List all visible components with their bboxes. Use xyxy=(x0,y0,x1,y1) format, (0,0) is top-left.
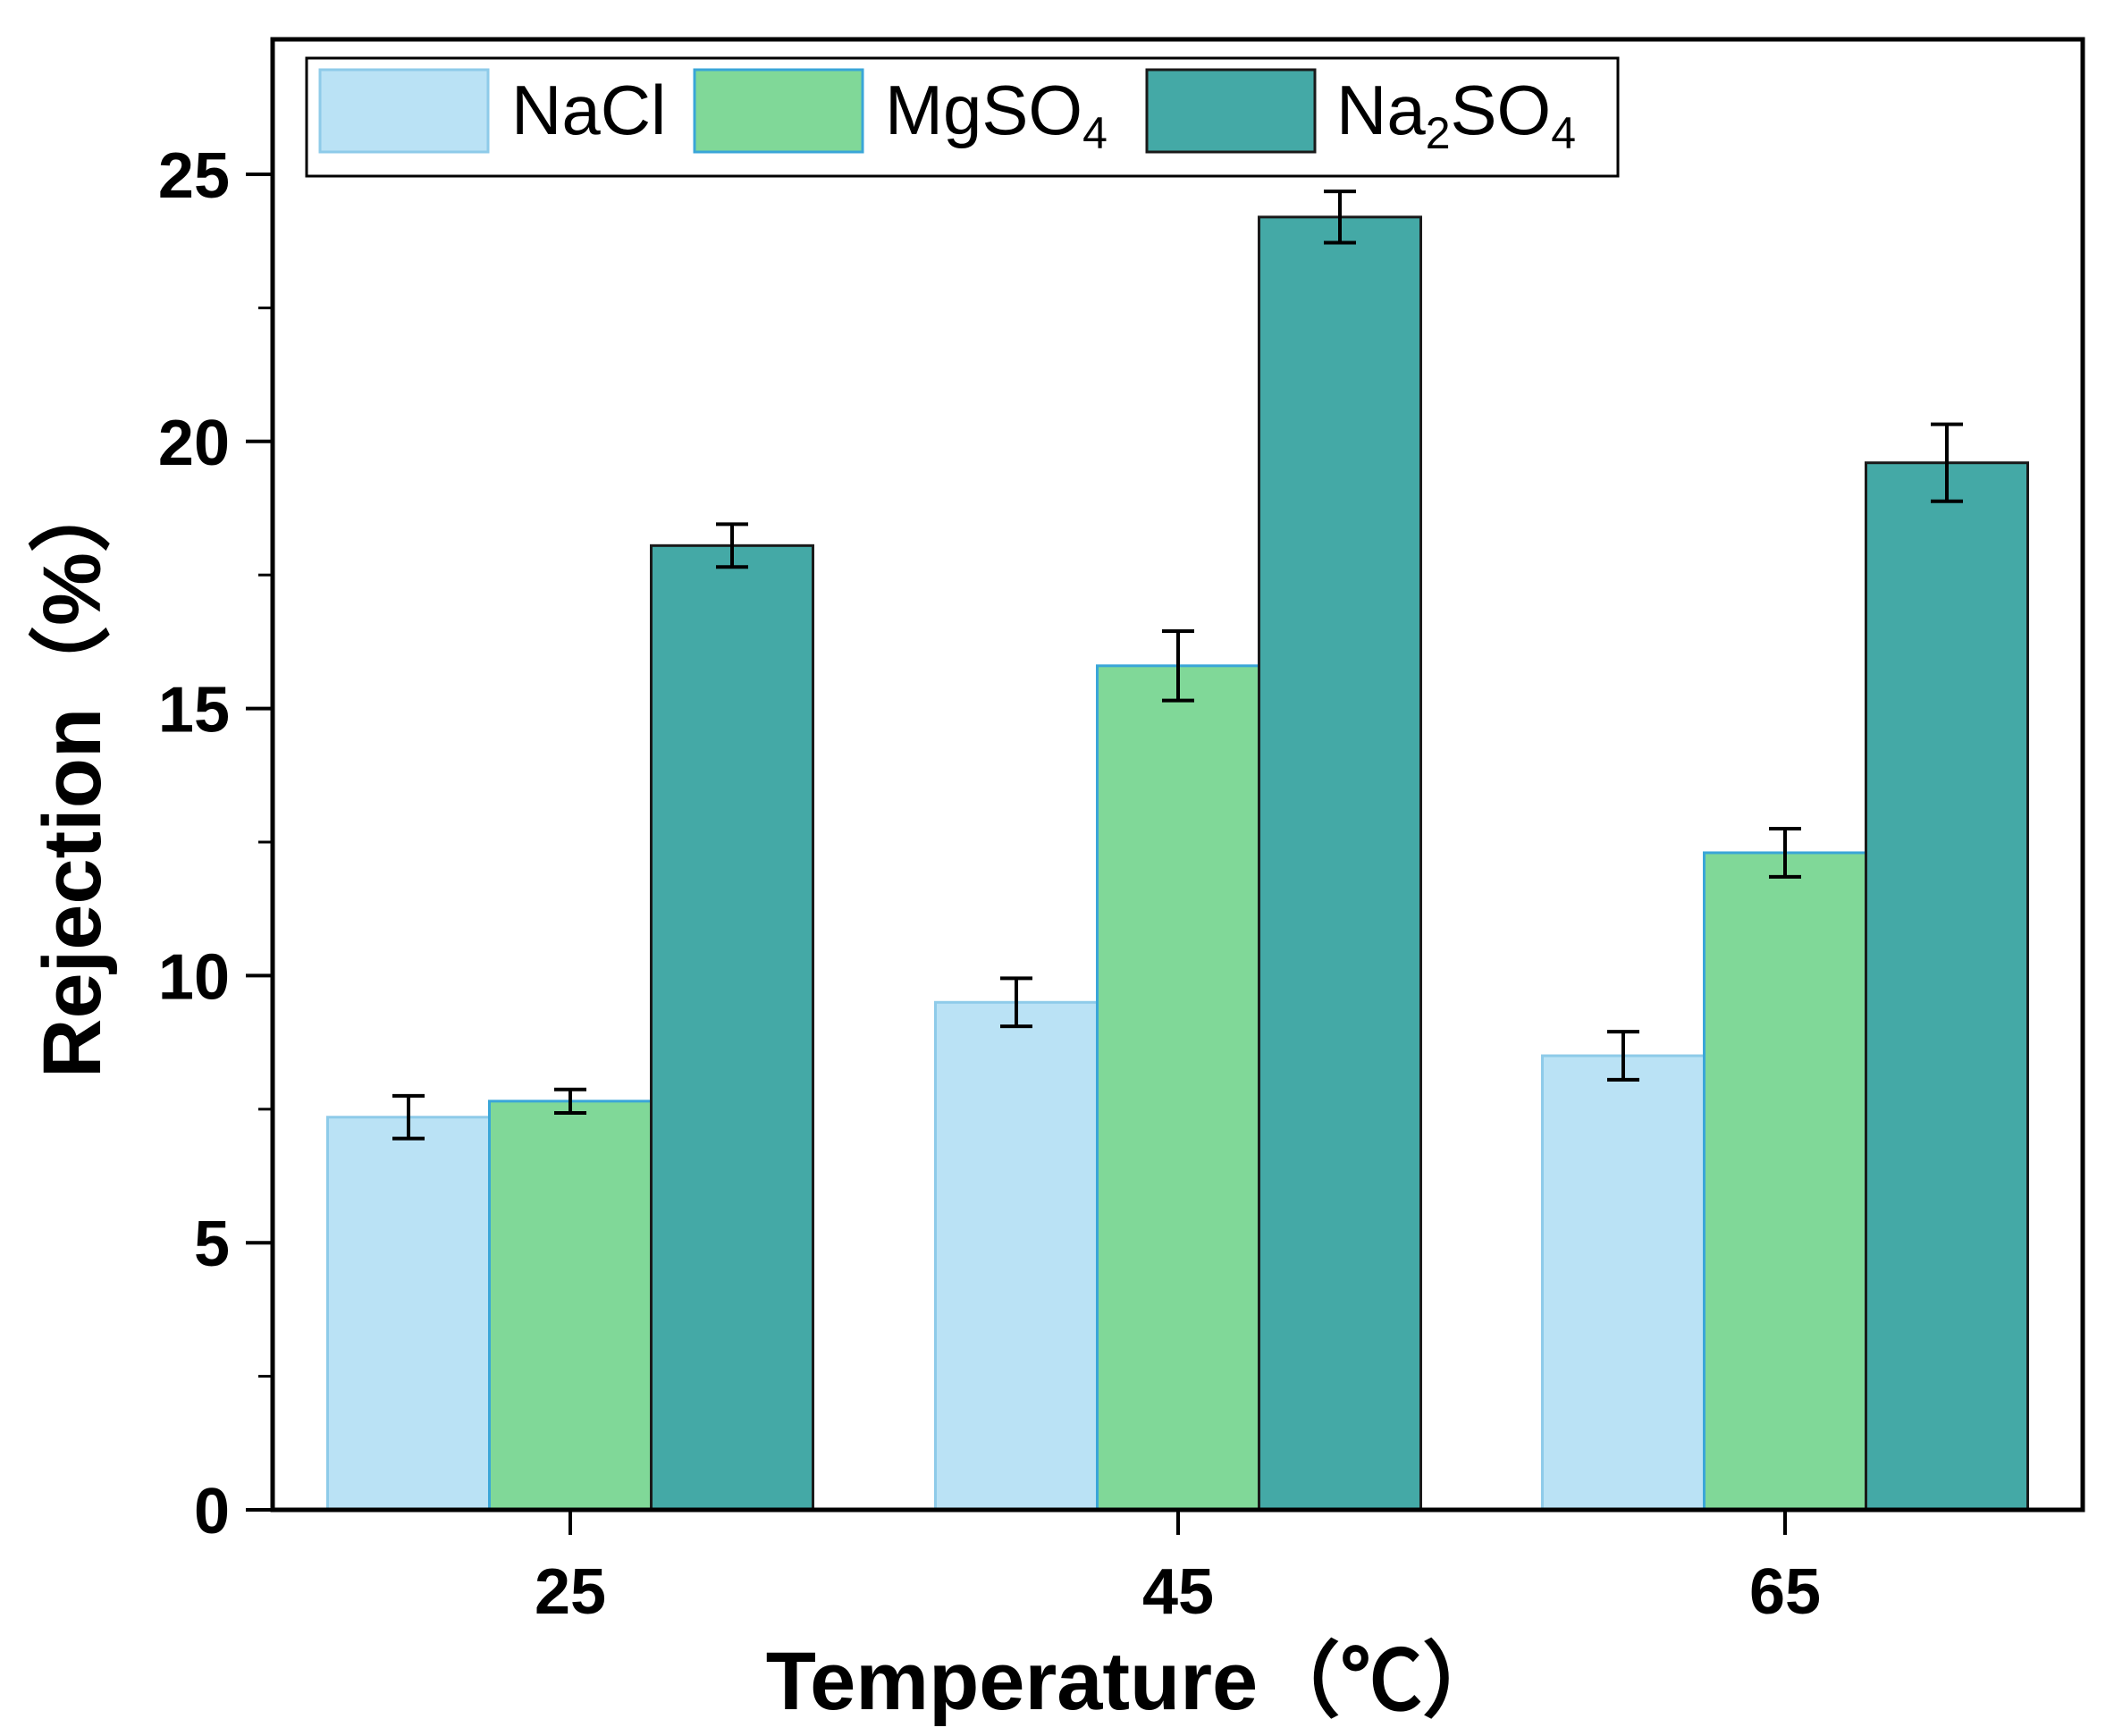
bars-layer xyxy=(326,215,2029,1512)
legend-label-na2so4: Na2SO4 xyxy=(1336,71,1576,158)
bar-nacl-25 xyxy=(326,1116,491,1512)
legend-label-mgso4: MgSO4 xyxy=(885,71,1108,158)
y-axis-title: Rejection（%） xyxy=(27,470,118,1078)
y-tick-label-20: 20 xyxy=(158,408,230,479)
x-tick-label-45: 45 xyxy=(1142,1556,1214,1628)
y-tick-label-15: 15 xyxy=(158,675,230,746)
y-tick-label-0: 0 xyxy=(194,1476,230,1547)
x-axis: 25 45 65 xyxy=(535,1510,1821,1628)
x-tick-label-25: 25 xyxy=(535,1556,606,1628)
legend-label-nacl: NaCl xyxy=(511,71,666,149)
legend-swatch-nacl xyxy=(318,68,490,154)
y-axis: 0 5 10 15 20 25 xyxy=(158,140,273,1547)
bar-nacl-45 xyxy=(934,1000,1099,1512)
y-tick-label-5: 5 xyxy=(194,1209,230,1280)
legend-frame xyxy=(305,56,1620,178)
bar-na2so4-65 xyxy=(1865,461,2029,1512)
legend-swatch-na2so4 xyxy=(1145,68,1317,154)
x-tick-label-65: 65 xyxy=(1749,1556,1821,1628)
legend-swatch-mgso4 xyxy=(693,68,864,154)
x-axis-title: Temperature（℃） xyxy=(766,1636,1504,1727)
bar-mgso4-45 xyxy=(1096,664,1260,1512)
y-tick-label-10: 10 xyxy=(158,941,230,1013)
error-bars-layer xyxy=(392,190,1963,1141)
legend: NaCl MgSO4 Na2SO4 xyxy=(305,56,1620,178)
bar-mgso4-25 xyxy=(488,1100,653,1512)
bar-mgso4-65 xyxy=(1703,851,1867,1512)
bar-na2so4-25 xyxy=(650,544,814,1512)
y-tick-label-25: 25 xyxy=(158,140,230,212)
bar-na2so4-45 xyxy=(1258,215,1422,1512)
bar-nacl-65 xyxy=(1541,1054,1706,1512)
